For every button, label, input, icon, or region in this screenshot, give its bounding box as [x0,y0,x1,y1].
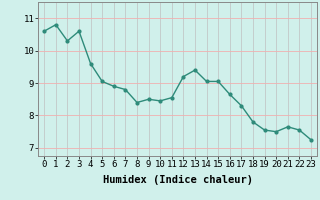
X-axis label: Humidex (Indice chaleur): Humidex (Indice chaleur) [103,175,252,185]
